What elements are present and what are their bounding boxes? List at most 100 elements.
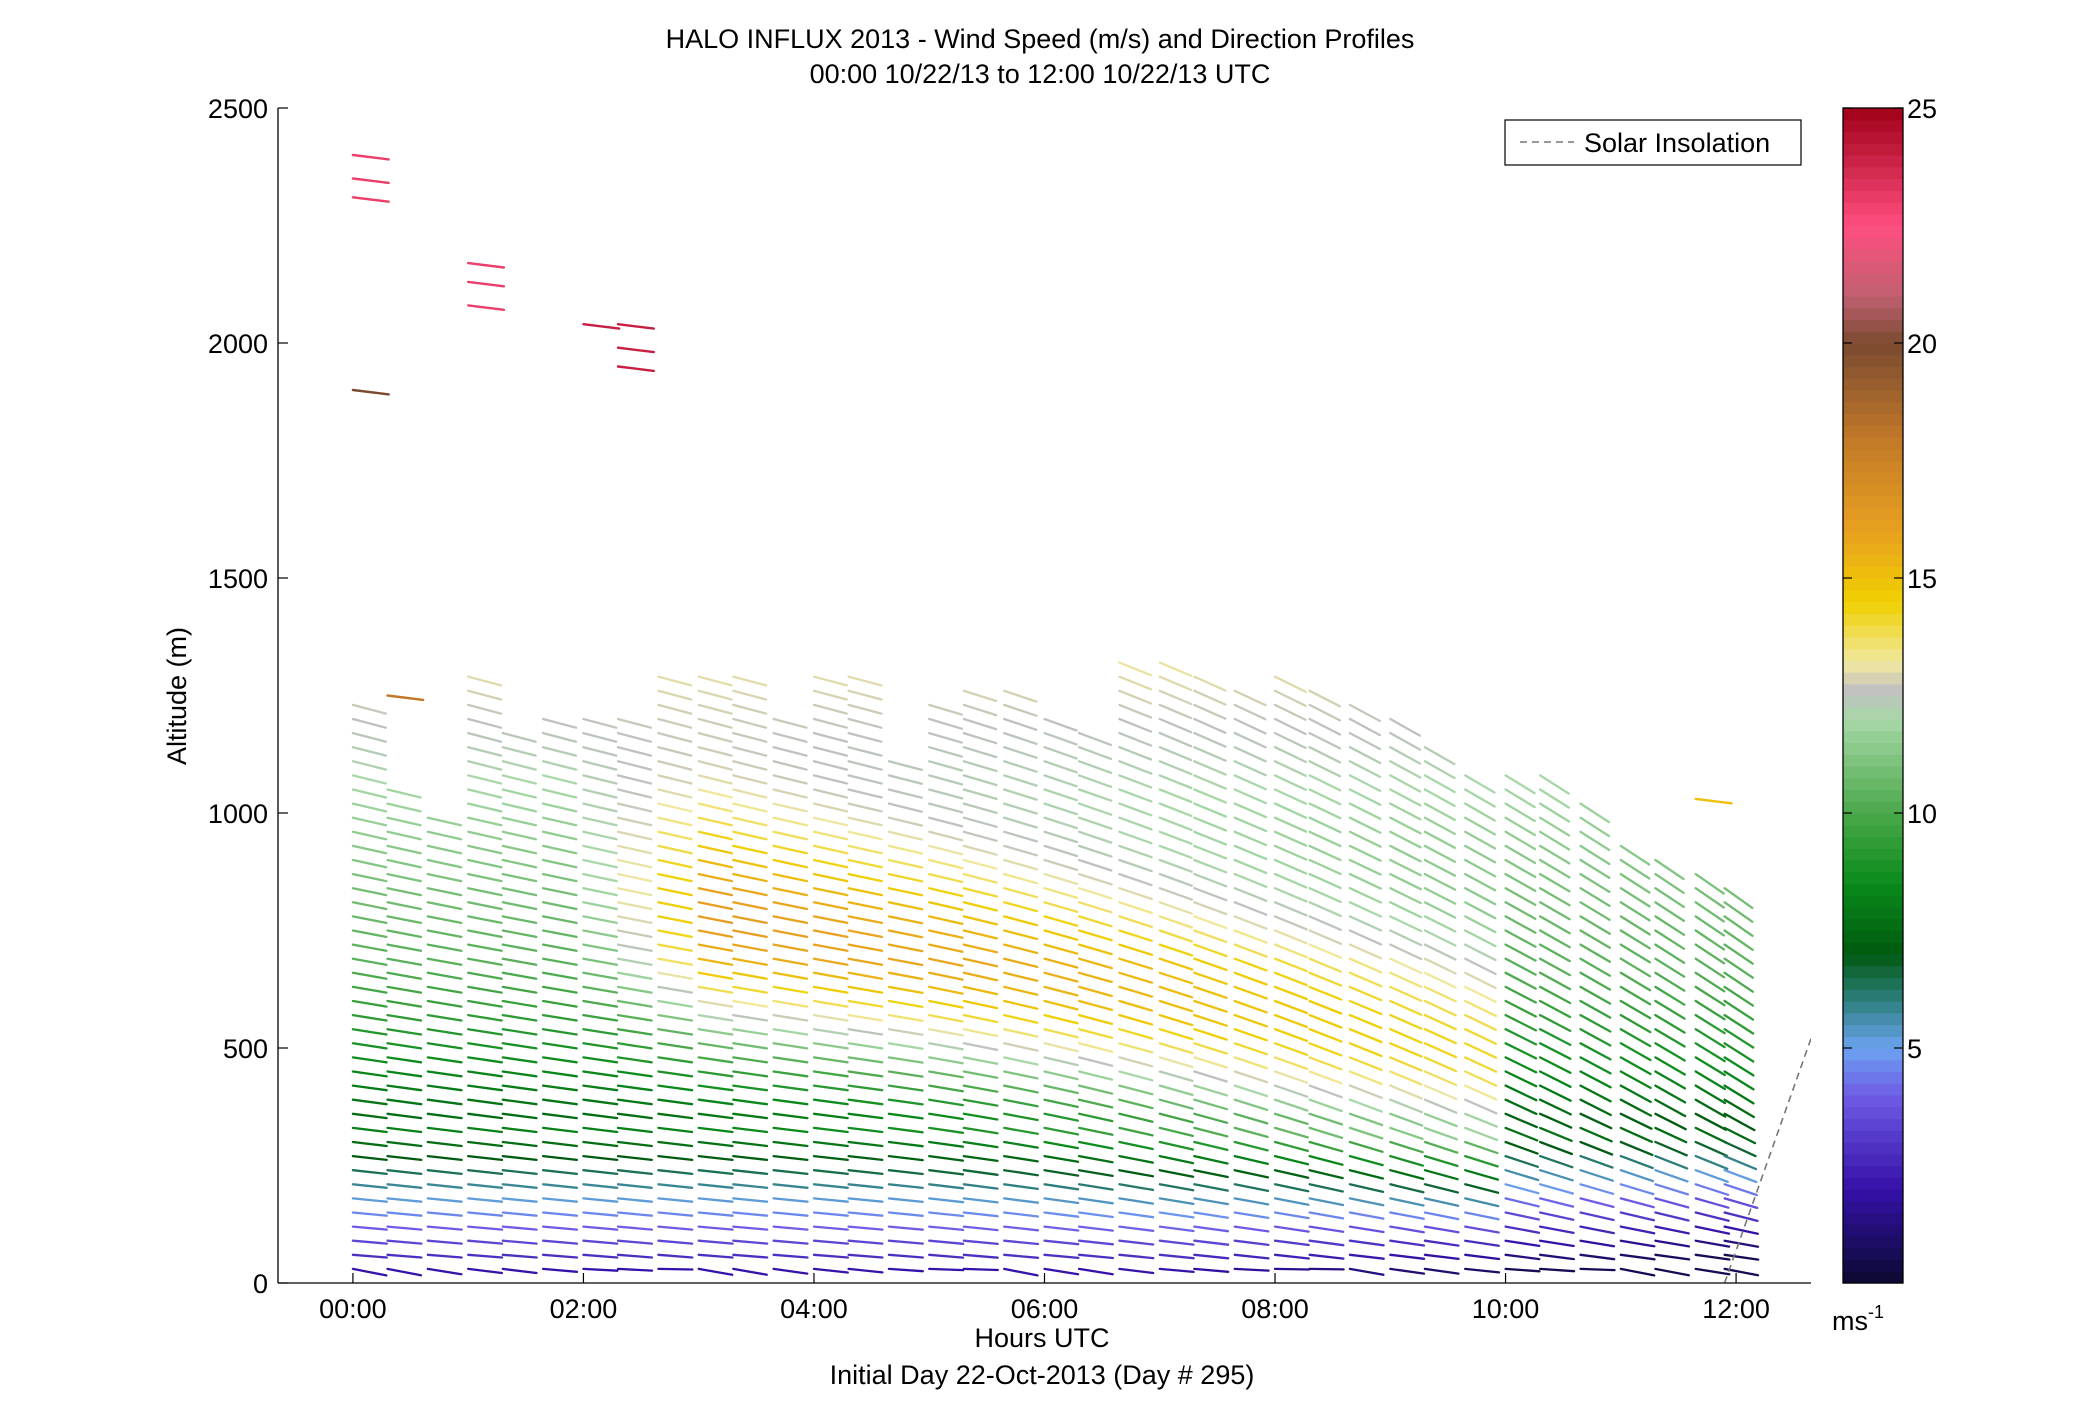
wind-vector	[1694, 943, 1726, 965]
wind-vector	[1538, 1197, 1575, 1208]
wind-vector	[1043, 1253, 1080, 1260]
wind-vector	[1723, 957, 1754, 979]
wind-vector	[582, 1183, 619, 1189]
colorbar-stripe	[1843, 178, 1903, 191]
wind-vector	[1579, 1126, 1613, 1143]
wind-vector	[1077, 830, 1113, 844]
wind-vector	[1077, 1253, 1115, 1260]
wind-vectors	[351, 153, 1760, 1277]
wind-vector	[887, 1098, 924, 1106]
wind-vector	[1273, 689, 1307, 707]
wind-vector	[887, 1140, 924, 1148]
colorbar-stripe	[1843, 1083, 1903, 1096]
wind-vector	[1723, 915, 1754, 937]
wind-vector	[1273, 774, 1307, 791]
wind-vector	[1579, 901, 1611, 921]
wind-vector	[1233, 746, 1267, 763]
wind-vector	[426, 929, 463, 939]
wind-vector	[386, 1239, 423, 1245]
wind-vector	[467, 746, 503, 757]
wind-vector	[582, 717, 618, 729]
wind-vector	[847, 731, 883, 743]
wind-vector	[1003, 1197, 1040, 1204]
wind-vector	[426, 1197, 463, 1203]
wind-vector	[1423, 1013, 1457, 1031]
wind-vector	[1273, 887, 1308, 903]
colorbar-stripe	[1843, 237, 1903, 250]
wind-vector	[1077, 901, 1113, 914]
wind-vector	[1233, 830, 1268, 847]
wind-vector	[541, 830, 578, 841]
wind-vector	[1118, 985, 1154, 998]
wind-vector	[467, 675, 503, 687]
wind-vector	[1504, 858, 1537, 879]
wind-vector	[582, 1239, 619, 1245]
wind-vector	[657, 802, 693, 813]
wind-vector	[351, 1112, 388, 1120]
wind-vector	[1077, 929, 1113, 942]
wind-vector	[887, 1154, 924, 1162]
wind-vector	[1389, 1028, 1423, 1044]
wind-vector	[541, 929, 578, 939]
wind-vector	[1538, 1042, 1572, 1060]
wind-vector	[657, 1028, 694, 1036]
wind-vector	[928, 703, 963, 716]
wind-vector	[1504, 1084, 1538, 1102]
wind-vector	[1723, 1126, 1757, 1145]
wind-vector	[697, 1253, 734, 1259]
wind-vector	[426, 1154, 463, 1162]
colorbar-stripe	[1843, 672, 1903, 685]
wind-vector	[1389, 1169, 1425, 1181]
wind-vector	[1423, 1028, 1458, 1045]
wind-vector	[1348, 1028, 1383, 1044]
wind-vector	[1233, 929, 1268, 944]
wind-vector	[1077, 1183, 1114, 1191]
colorbar-stripe	[1843, 190, 1903, 203]
wind-vector	[1423, 1197, 1460, 1207]
wind-vector	[772, 1084, 809, 1092]
wind-vector	[928, 788, 964, 800]
wind-vector	[1273, 872, 1308, 889]
wind-vector	[1654, 1239, 1691, 1248]
wind-vector	[467, 1267, 504, 1275]
wind-vector	[1723, 1183, 1758, 1197]
wind-vector	[1694, 901, 1725, 923]
wind-vector	[962, 774, 998, 787]
wind-vector	[426, 844, 463, 855]
wind-vector	[351, 746, 388, 757]
colorbar-stripe	[1843, 354, 1903, 368]
wind-vector	[1694, 1126, 1728, 1144]
colorbar-stripe	[1843, 648, 1903, 661]
wind-vector	[1118, 1154, 1154, 1164]
wind-vector	[1654, 1169, 1689, 1183]
wind-vector	[772, 1183, 809, 1189]
wind-vector	[1193, 1197, 1230, 1206]
wind-vector	[1003, 971, 1039, 982]
wind-vector	[847, 816, 883, 827]
wind-vector	[697, 1225, 734, 1231]
wind-vector	[772, 1042, 809, 1050]
wind-vector	[1723, 1225, 1759, 1235]
wind-vector	[1273, 1126, 1309, 1139]
wind-vector	[1538, 943, 1571, 963]
wind-vector	[928, 1070, 964, 1079]
wind-vector	[1694, 1084, 1727, 1105]
wind-vector	[657, 929, 693, 939]
colorbar-stripe	[1843, 895, 1903, 908]
wind-vector	[541, 872, 578, 883]
wind-vector	[501, 774, 537, 785]
wind-vector	[657, 1098, 694, 1106]
wind-vector	[351, 1253, 388, 1259]
wind-vector	[351, 717, 387, 729]
wind-vector	[582, 746, 618, 757]
wind-vector	[1579, 1169, 1614, 1182]
wind-vector	[582, 915, 618, 925]
wind-vector	[1579, 1028, 1612, 1047]
wind-vector	[772, 802, 808, 813]
wind-vector	[1464, 774, 1496, 794]
wind-vector	[697, 1084, 734, 1092]
wind-vector	[1579, 872, 1611, 894]
wind-vector	[697, 985, 734, 994]
colorbar-stripe	[1843, 143, 1903, 156]
